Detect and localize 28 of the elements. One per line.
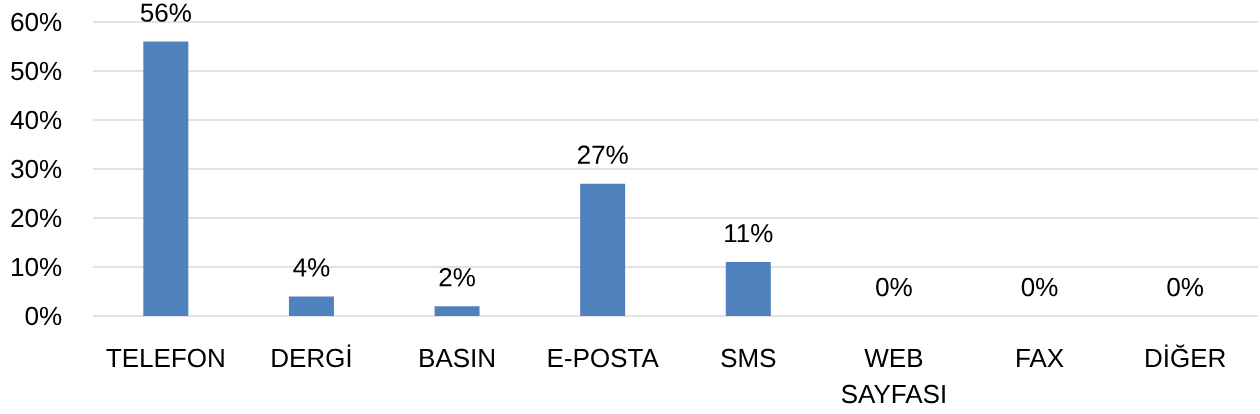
x-tick-label: BASIN xyxy=(420,348,494,368)
bar xyxy=(725,262,771,316)
y-tick-label: 20% xyxy=(11,208,62,228)
y-tick-label: 30% xyxy=(11,159,62,179)
data-label: 4% xyxy=(293,258,330,277)
x-tick-label: E-POSTA xyxy=(548,348,659,368)
data-label: 11% xyxy=(725,224,773,243)
x-tick-label: FAX xyxy=(1017,349,1064,367)
bar xyxy=(434,306,480,316)
x-tick-label: DİĞER xyxy=(1146,344,1226,368)
data-label: 56% xyxy=(140,3,191,22)
data-label: 0% xyxy=(876,277,912,297)
y-tick-label: 60% xyxy=(11,12,62,32)
data-label: 0% xyxy=(1167,277,1204,297)
bar xyxy=(143,41,189,316)
bar xyxy=(580,183,626,316)
x-tick-label: SMS xyxy=(721,348,776,368)
data-label: 0% xyxy=(1021,277,1058,297)
x-tick-label: WEB SAYFASI xyxy=(841,349,945,404)
y-tick-label: 40% xyxy=(10,110,62,130)
y-tick-label: 50% xyxy=(11,61,62,81)
x-tick-label: TELEFON xyxy=(106,348,224,368)
bar xyxy=(288,296,334,316)
y-tick-label: 10% xyxy=(12,257,62,277)
data-label: 27% xyxy=(577,145,628,164)
y-tick-label: 0% xyxy=(25,306,62,326)
x-tick-label: DERGİ xyxy=(272,344,351,368)
data-label: 2% xyxy=(439,268,475,287)
